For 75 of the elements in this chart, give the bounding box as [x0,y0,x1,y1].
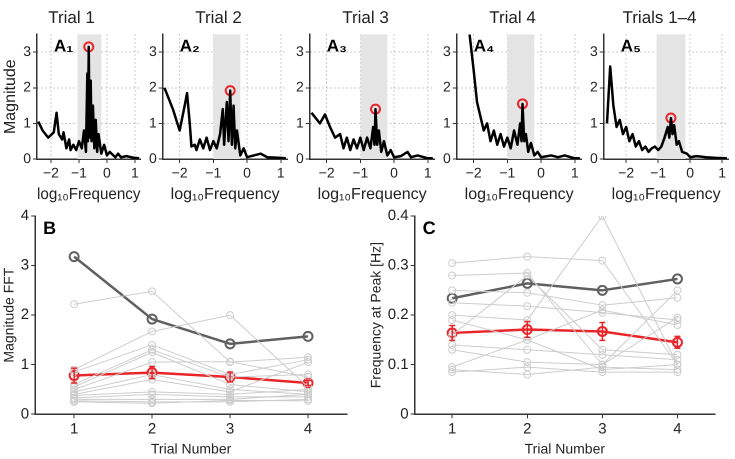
y-tick-label: 0 [20,405,30,422]
y-tick-label: 3 [590,43,598,60]
annotation: A₁ [54,36,74,56]
y-tick-label: 2 [590,78,598,95]
x-tick-label: 3 [226,420,234,438]
x-tick-label: −2 [172,164,188,180]
y-tick-label: 1 [296,114,304,130]
x-axis-title: log₁₀Frequency [612,186,721,203]
y-tick-label: 2 [23,78,32,95]
y-tick-label: 0 [400,405,409,422]
y-tick-label: 0 [148,150,157,166]
x-axis-title: Trial Number [524,440,606,456]
y-tick-label: 0.3 [388,256,409,274]
y-axis-title: Magnitude [2,59,20,134]
x-tick-label: −2 [466,164,482,180]
x-tick-label: 0 [537,164,546,180]
x-tick-label: −1 [499,164,516,180]
y-tick-label: 3 [296,43,304,60]
x-tick-label: 2 [523,420,532,438]
y-axis-title: Magnitude FFT [0,267,16,363]
y-tick-label: 2 [20,306,30,324]
chart-title: Trial 1 [48,8,95,27]
y-tick-label: 0 [296,150,304,166]
annotation: B [43,218,56,238]
y-tick-label: 1 [23,114,32,130]
x-axis-title: log₁₀Frequency [170,186,280,203]
x-axis-title: log₁₀Frequency [318,186,427,203]
x-tick-label: 1 [570,164,579,180]
chart-title: Trials 1–4 [622,8,697,27]
annotation: C [422,218,436,238]
x-tick-label: 1 [424,164,432,180]
x-tick-label: −1 [650,164,666,180]
chart-title: Trial 4 [489,8,536,27]
y-tick-label: 4 [20,207,30,224]
y-tick-label: 3 [23,43,32,60]
y-tick-label: 0 [442,150,451,166]
y-tick-label: 3 [20,256,30,274]
y-tick-label: 2 [442,78,451,95]
x-tick-label: 1 [70,420,78,438]
y-tick-label: 1 [20,356,30,373]
annotation: A₅ [620,36,641,56]
y-tick-label: 0.1 [388,356,409,373]
x-axis-title: log₁₀Frequency [464,186,574,203]
y-tick-label: 1 [590,114,598,130]
y-tick-label: 0 [23,150,32,166]
annotation: A₂ [180,36,200,56]
x-tick-label: 1 [276,164,285,180]
annotation: A₄ [474,36,494,56]
y-tick-label: 0 [590,150,598,166]
y-tick-label: 3 [442,43,451,60]
x-tick-label: 4 [673,420,682,438]
y-tick-label: 1 [148,114,157,130]
x-tick-label: −1 [205,164,222,180]
y-tick-label: 2 [296,78,304,95]
y-tick-label: 1 [442,114,451,130]
x-axis-title: log₁₀Frequency [37,185,141,203]
x-tick-label: −1 [352,164,369,180]
chart-title: Trial 2 [195,8,242,27]
x-axis-title: Trial Number [150,440,232,456]
x-tick-label: 0 [103,164,112,180]
x-tick-label: 0 [686,164,694,180]
x-tick-label: −2 [42,164,60,180]
x-tick-label: 1 [131,164,140,180]
annotation: A₃ [326,36,347,56]
y-tick-label: 0.2 [388,306,409,324]
x-tick-label: −2 [318,164,335,180]
y-axis-title: Frequency at Peak [Hz] [367,242,384,388]
chart-title: Trial 3 [342,8,389,27]
x-tick-label: 1 [718,164,726,180]
x-tick-label: 0 [243,164,252,180]
x-tick-label: −1 [70,164,88,180]
y-tick-label: 2 [148,78,157,95]
y-tick-label: 3 [148,43,157,60]
x-tick-label: −2 [618,164,634,180]
y-tick-label: 0.4 [388,207,409,224]
